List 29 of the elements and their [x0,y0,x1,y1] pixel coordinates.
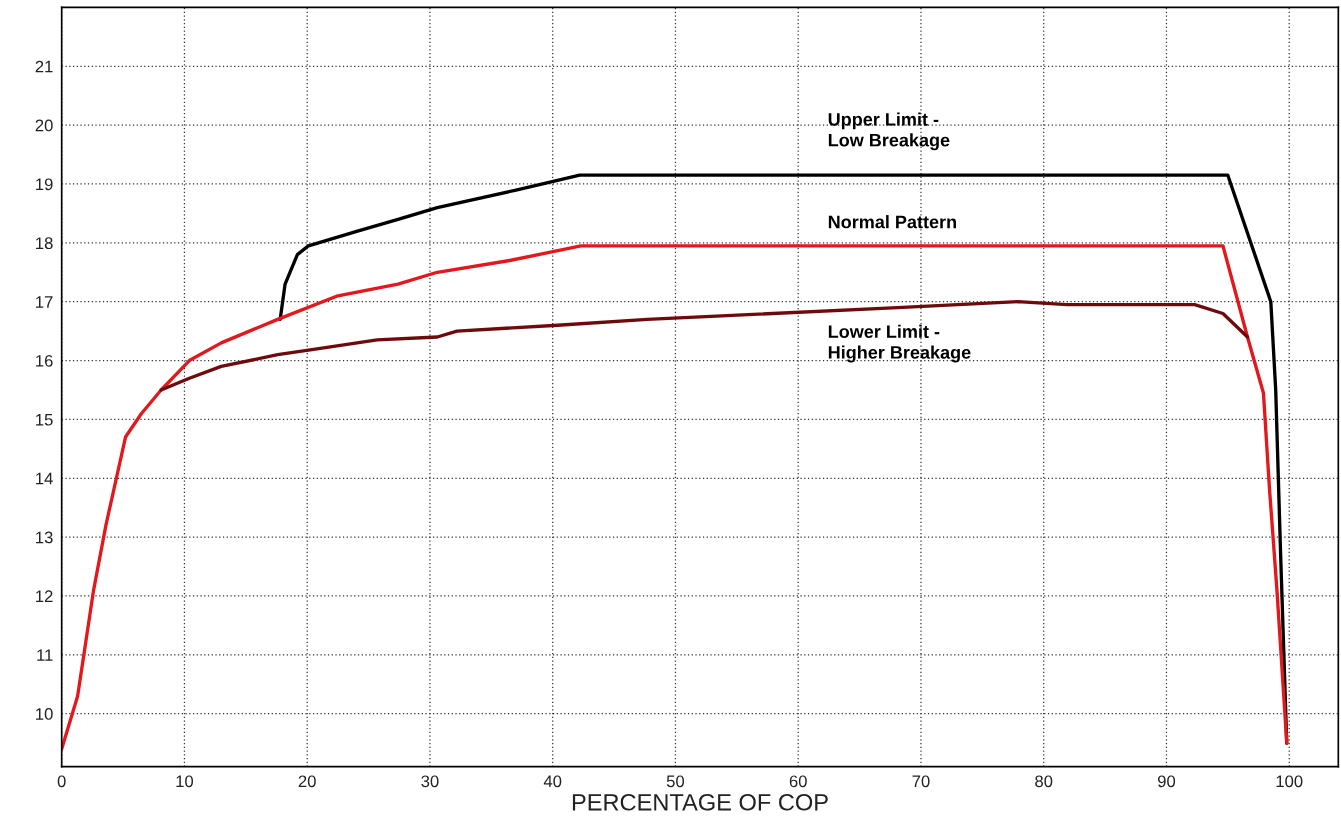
series-label: Lower Limit - Higher Breakage [828,324,971,363]
y-tick-label: 21 [35,60,53,73]
y-tick-label: 19 [36,178,53,191]
x-tick-label: 80 [1035,775,1053,788]
x-tick-label: 40 [543,775,562,788]
y-tick-label: 12 [36,590,53,602]
x-tick-label: 100 [1276,775,1303,788]
x-tick-label: 60 [789,775,807,788]
line-series [159,300,1250,392]
y-tick-label: 14 [36,472,53,485]
series-label: Upper Limit - Low Breakage [828,112,950,151]
x-axis-title: PERCENTAGE OF COP [572,793,828,811]
y-tick-label: 17 [36,296,53,308]
y-tick-label: 13 [36,531,53,544]
y-tick-label: 15 [36,413,53,426]
y-tick-label: 18 [36,237,53,250]
series-label: Normal Pattern [828,215,956,229]
x-tick-label: 90 [1157,775,1176,788]
line-series [61,244,1289,751]
y-tick-label: 10 [36,708,53,720]
y-tick-label: 16 [36,354,53,367]
x-tick-label: 70 [912,775,930,788]
y-tick-label: 20 [35,119,53,132]
x-tick-label: 0 [57,775,66,788]
x-tick-label: 20 [298,775,316,788]
x-tick-label: 50 [666,775,685,788]
x-tick-label: 30 [421,775,439,788]
x-tick-label: 10 [176,775,194,788]
y-tick-label: 11 [37,649,53,661]
